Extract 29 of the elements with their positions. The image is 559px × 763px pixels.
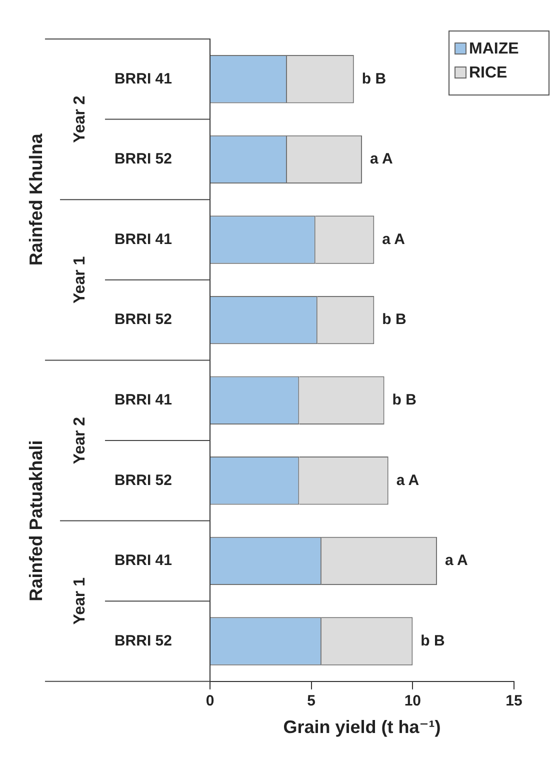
x-tick-label: 0 [206,692,214,710]
x-tick-label: 5 [307,692,316,710]
y-tick-label: BRRI 41 [114,230,172,248]
text: Rainfed Patuakhali [26,440,46,602]
annotation: b B [392,391,417,408]
y-tick-label: BRRI 52 [114,311,172,328]
y-tick-label: BRRI 41 [114,391,172,408]
legend-label: RICE [469,64,508,82]
text: Rainfed Khulna [26,132,46,266]
annotation: b B [420,632,445,650]
annotation: a A [382,230,406,248]
x-axis-title: Grain yield (t ha⁻¹) [283,717,441,738]
annotation: b B [362,70,386,88]
text: Year 1 [71,256,88,304]
y-tick-label: BRRI 52 [114,150,172,168]
legend-label: MAIZE [469,40,520,58]
y-tick-label: BRRI 52 [114,632,172,650]
y-tick-label: BRRI 41 [114,552,172,570]
text: Year 1 [71,577,88,625]
annotation: a A [370,150,393,168]
x-tick-label: 15 [506,692,522,710]
text: Year 2 [71,96,88,143]
annotation: a A [396,472,420,489]
annotation: b B [382,311,406,328]
y-tick-label: BRRI 52 [114,472,172,489]
y-tick-label: BRRI 41 [114,70,172,88]
annotation: a A [444,552,468,570]
text: Year 2 [71,416,88,464]
x-tick-label: 10 [404,692,422,710]
